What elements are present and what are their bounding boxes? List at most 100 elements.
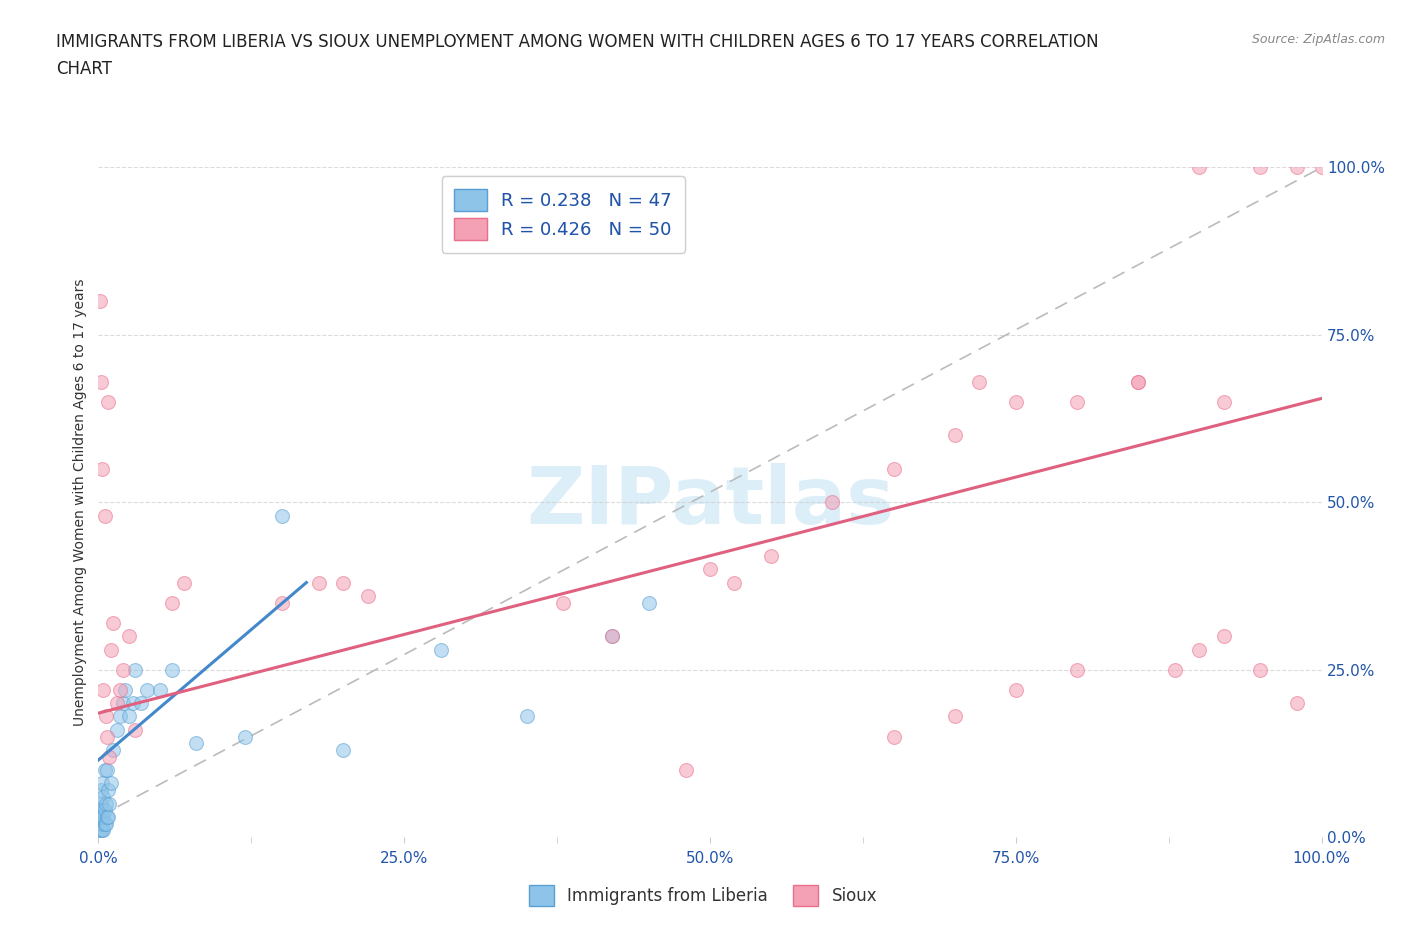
Point	[1128, 374, 1150, 389]
Point	[89, 294, 111, 309]
Point	[129, 696, 152, 711]
Point	[94, 796, 117, 811]
Point	[97, 809, 120, 824]
Point	[600, 629, 623, 644]
Point	[270, 508, 294, 523]
Legend: R = 0.238   N = 47, R = 0.426   N = 50: R = 0.238 N = 47, R = 0.426 N = 50	[441, 177, 685, 253]
Point	[160, 595, 183, 610]
Point	[1286, 696, 1309, 711]
Point	[101, 616, 124, 631]
Point	[91, 683, 114, 698]
Point	[91, 776, 114, 790]
Point	[173, 575, 195, 590]
Point	[883, 461, 905, 476]
Point	[114, 683, 136, 698]
Point	[90, 823, 112, 838]
Point	[101, 742, 124, 757]
Point	[110, 709, 132, 724]
Point	[308, 575, 330, 590]
Point	[430, 642, 453, 657]
Point	[553, 595, 575, 610]
Point	[270, 595, 294, 610]
Point	[186, 736, 208, 751]
Point	[356, 589, 378, 604]
Point	[94, 817, 117, 831]
Point	[94, 709, 117, 724]
Point	[93, 763, 115, 777]
Point	[1004, 394, 1026, 409]
Point	[91, 823, 114, 838]
Text: Source: ZipAtlas.com: Source: ZipAtlas.com	[1251, 33, 1385, 46]
Point	[124, 662, 146, 677]
Point	[761, 549, 783, 564]
Point	[1212, 394, 1234, 409]
Point	[96, 809, 118, 824]
Point	[93, 508, 115, 523]
Point	[1066, 662, 1088, 677]
Point	[332, 575, 354, 590]
Point	[160, 662, 183, 677]
Point	[98, 750, 121, 764]
Point	[943, 428, 966, 443]
Point	[1286, 160, 1309, 175]
Point	[97, 394, 120, 409]
Point	[90, 796, 112, 811]
Point	[1249, 662, 1271, 677]
Point	[1188, 160, 1211, 175]
Point	[600, 629, 623, 644]
Point	[89, 817, 111, 831]
Point	[149, 683, 172, 698]
Legend: Immigrants from Liberia, Sioux: Immigrants from Liberia, Sioux	[522, 879, 884, 912]
Point	[91, 817, 114, 831]
Point	[96, 729, 118, 744]
Point	[105, 696, 128, 711]
Point	[90, 374, 112, 389]
Point	[118, 709, 141, 724]
Point	[1004, 683, 1026, 698]
Point	[91, 803, 114, 817]
Point	[111, 696, 134, 711]
Point	[515, 709, 537, 724]
Point	[96, 763, 118, 777]
Point	[332, 742, 354, 757]
Point	[124, 723, 146, 737]
Point	[1188, 642, 1211, 657]
Point	[699, 562, 721, 577]
Point	[967, 374, 990, 389]
Point	[90, 783, 112, 798]
Point	[91, 823, 114, 838]
Point	[100, 642, 122, 657]
Point	[1066, 394, 1088, 409]
Point	[100, 776, 122, 790]
Point	[89, 803, 111, 817]
Y-axis label: Unemployment Among Women with Children Ages 6 to 17 years: Unemployment Among Women with Children A…	[73, 278, 87, 726]
Point	[821, 495, 844, 510]
Point	[1128, 374, 1150, 389]
Point	[111, 662, 134, 677]
Text: IMMIGRANTS FROM LIBERIA VS SIOUX UNEMPLOYMENT AMONG WOMEN WITH CHILDREN AGES 6 T: IMMIGRANTS FROM LIBERIA VS SIOUX UNEMPLO…	[56, 33, 1099, 50]
Text: CHART: CHART	[56, 60, 112, 78]
Text: ZIPatlas: ZIPatlas	[526, 463, 894, 541]
Point	[943, 709, 966, 724]
Point	[1164, 662, 1187, 677]
Point	[233, 729, 256, 744]
Point	[723, 575, 745, 590]
Point	[93, 803, 115, 817]
Point	[98, 796, 121, 811]
Point	[105, 723, 128, 737]
Point	[121, 696, 143, 711]
Point	[118, 629, 141, 644]
Point	[89, 823, 111, 838]
Point	[675, 763, 697, 777]
Point	[1310, 160, 1333, 175]
Point	[91, 809, 114, 824]
Point	[89, 809, 111, 824]
Point	[136, 683, 159, 698]
Point	[1212, 629, 1234, 644]
Point	[110, 683, 132, 698]
Point	[90, 809, 112, 824]
Point	[90, 817, 112, 831]
Point	[638, 595, 661, 610]
Point	[1249, 160, 1271, 175]
Point	[91, 461, 114, 476]
